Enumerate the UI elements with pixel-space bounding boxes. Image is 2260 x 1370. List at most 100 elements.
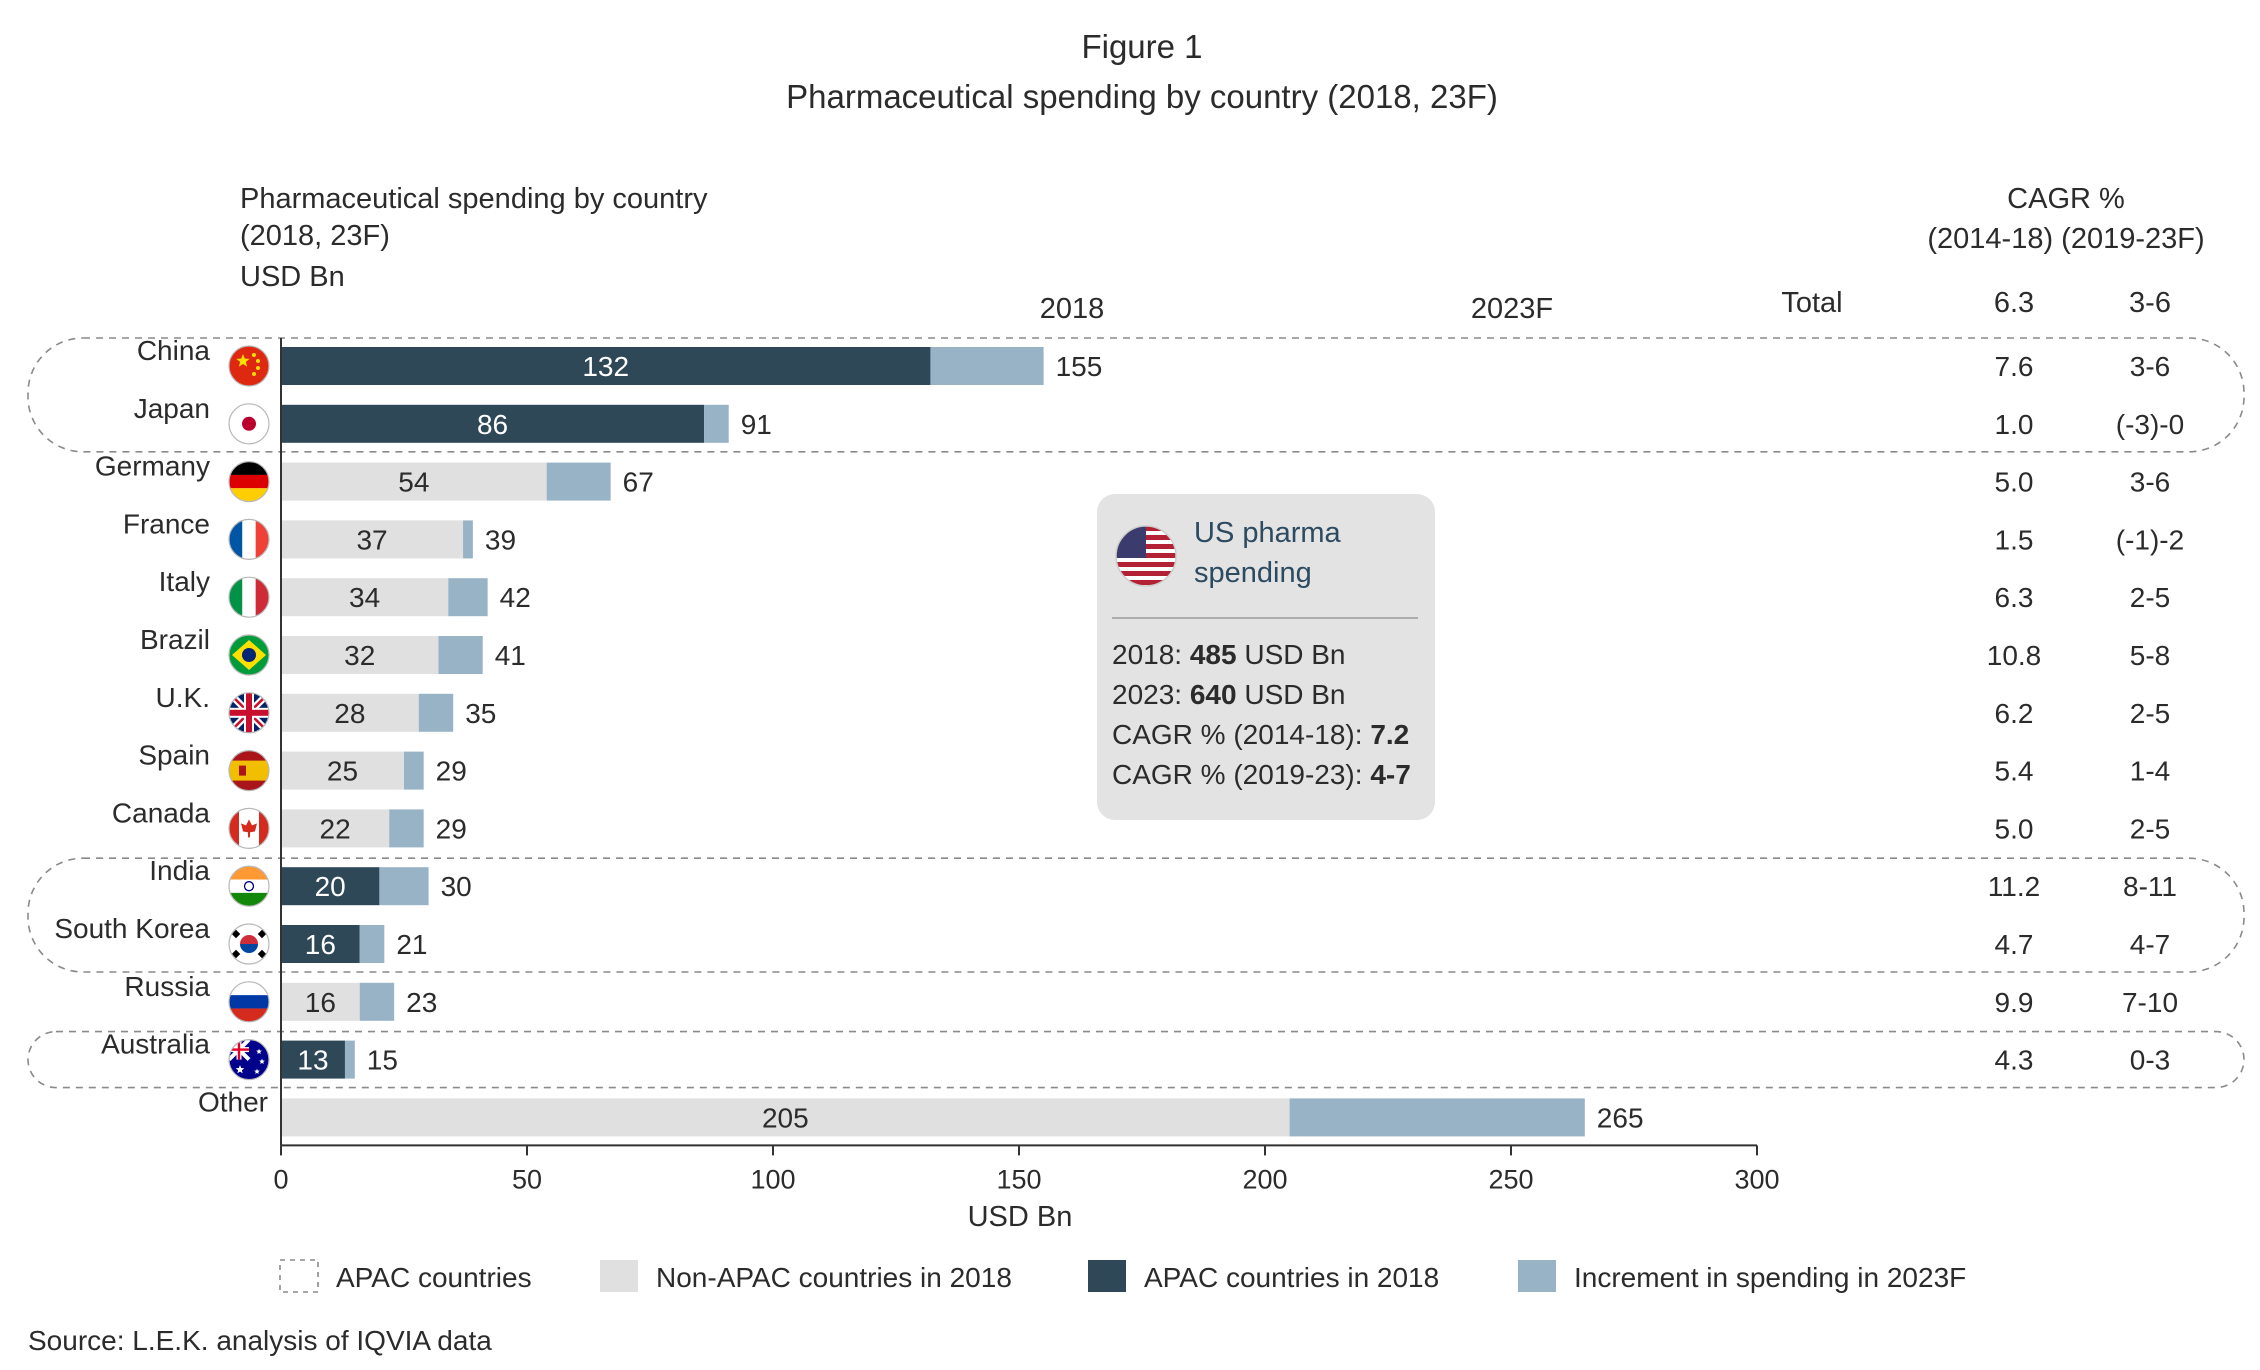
source-note: Source: L.E.K. analysis of IQVIA data <box>28 1325 492 1356</box>
x-axis-label: USD Bn <box>968 1201 1073 1233</box>
chart-subtitle-line-2: (2018, 23F) <box>240 220 390 252</box>
cagr-19-23: 7-10 <box>2122 987 2178 1018</box>
value-label-2023f: 23 <box>406 987 437 1018</box>
chart-subtitle-line-1: Pharmaceutical spending by country <box>240 183 708 215</box>
column-header-2018: 2018 <box>1040 293 1105 325</box>
value-label-2023f: 15 <box>367 1045 398 1076</box>
callout-title-line-1: US pharma <box>1194 517 1342 549</box>
country-label: Other <box>198 1086 268 1117</box>
x-tick-label: 300 <box>1734 1164 1779 1194</box>
bar-increment-2023f <box>404 751 424 790</box>
bar-row-russia: Russia 16 23 9.9 7-10 <box>124 971 2178 1023</box>
bar-2018 <box>281 636 439 674</box>
x-tick-label: 250 <box>1488 1164 1533 1194</box>
country-label: Russia <box>124 971 210 1002</box>
cagr-19-23: 2-5 <box>2130 582 2170 613</box>
x-tick-label: 50 <box>512 1164 542 1194</box>
legend-item-dashed: APAC countries <box>279 1259 532 1293</box>
cagr-14-18: 4.7 <box>1995 929 2034 960</box>
value-label-2023f: 35 <box>465 698 496 729</box>
bar-2018 <box>281 751 404 790</box>
country-label: India <box>149 855 210 886</box>
value-label-2023f: 91 <box>741 409 772 440</box>
cagr-14-18: 5.4 <box>1995 756 2034 787</box>
value-label-2018: 16 <box>305 987 336 1018</box>
bar-2018 <box>281 462 547 501</box>
legend-swatch <box>279 1259 319 1293</box>
value-label-2023f: 29 <box>436 813 467 844</box>
value-label-2023f: 21 <box>396 929 427 960</box>
bar-2018 <box>281 1040 345 1079</box>
france-flag-icon <box>228 518 270 561</box>
value-label-2018: 20 <box>315 871 346 902</box>
legend: APAC countries Non-APAC countries in 2018… <box>279 1259 1966 1293</box>
bar-increment-2023f <box>379 867 429 906</box>
bar-row-japan: Japan 86 91 1.0 (-3)-0 <box>134 393 2184 445</box>
bar-2018 <box>281 520 464 559</box>
germany-flag-icon <box>228 461 270 503</box>
bar-2018 <box>281 982 360 1021</box>
bar-increment-2023f <box>546 462 611 501</box>
cagr-14-18: 6.3 <box>1995 582 2034 613</box>
cagr-19-23: 3-6 <box>2130 467 2170 498</box>
callout-line-suffix: USD Bn <box>1237 679 1346 710</box>
callout-title-line-2: spending <box>1194 557 1312 589</box>
bar-row-south-korea: South Korea 16 21 4.7 4-7 <box>54 913 2170 965</box>
cagr-14-18: 5.0 <box>1995 813 2034 844</box>
country-label: China <box>137 335 211 366</box>
callout-line-3: CAGR % (2014-18): 7.2 <box>1112 719 1409 750</box>
country-label: U.K. <box>156 682 210 713</box>
value-label-2018: 205 <box>762 1102 809 1133</box>
bar-row-china: China 132 155 7.6 3-6 <box>137 335 2170 387</box>
value-label-2018: 86 <box>477 409 508 440</box>
value-label-2023f: 41 <box>495 640 526 671</box>
callout-line-1: 2018: 485 USD Bn <box>1112 639 1346 670</box>
value-label-2018: 54 <box>398 467 429 498</box>
country-label: Australia <box>101 1029 210 1060</box>
bar-row-germany: Germany 54 67 5.0 3-6 <box>95 451 2170 503</box>
apac-group-box-1 <box>27 337 2245 453</box>
callout-background <box>1097 494 1435 820</box>
bar-2018 <box>281 693 419 732</box>
callout-line-value: 640 <box>1190 679 1237 710</box>
bar-2018 <box>281 347 931 385</box>
legend-swatch <box>1518 1260 1556 1292</box>
country-label: South Korea <box>54 913 210 944</box>
bar-increment-2023f <box>389 809 424 848</box>
bar-2018 <box>281 925 360 963</box>
india-flag-icon <box>228 865 270 907</box>
bar-rows: China 132 155 7.6 3-6 Japan 86 91 1.0 (-3)-0 Germa… <box>54 335 2184 1137</box>
cagr-19-23: 5-8 <box>2130 640 2170 671</box>
callout-line-prefix: 2018: <box>1112 639 1190 670</box>
china-flag-icon <box>228 345 270 387</box>
x-tick-label: 150 <box>996 1164 1041 1194</box>
country-label: Canada <box>112 797 211 828</box>
bar-row-other: Other 205 265 <box>198 1086 1644 1137</box>
callout-line-suffix: USD Bn <box>1237 639 1346 670</box>
cagr-14-18: 5.0 <box>1995 467 2034 498</box>
legend-swatch <box>1088 1260 1126 1292</box>
bar-2018 <box>281 867 380 906</box>
cagr-14-18: 6.2 <box>1995 698 2034 729</box>
country-label: Italy <box>159 566 210 597</box>
value-label-2018: 16 <box>305 929 336 960</box>
bar-row-brazil: Brazil 32 41 10.8 5-8 <box>140 624 2170 676</box>
cagr-14-18: 11.2 <box>1988 871 2040 902</box>
value-label-2018: 132 <box>582 351 629 382</box>
value-label-2023f: 30 <box>441 871 472 902</box>
bar-row-italy: Italy 34 42 6.3 2-5 <box>159 566 2170 618</box>
apac-group-box-3 <box>27 1030 2245 1089</box>
bar-2018 <box>281 404 705 443</box>
legend-item-apac: APAC countries in 2018 <box>1088 1260 1439 1293</box>
value-label-2018: 22 <box>320 813 351 844</box>
bar-2018 <box>281 1098 1290 1137</box>
value-label-2023f: 42 <box>500 582 531 613</box>
bar-increment-2023f <box>359 982 395 1021</box>
cagr-total-19-23: 3-6 <box>2129 287 2171 319</box>
cagr-header-title: CAGR % <box>2007 183 2125 215</box>
bar-row-australia: Australia 13 15 4.3 0-3 <box>101 1029 2170 1081</box>
value-label-2023f: 39 <box>485 524 516 555</box>
cagr-19-23: 4-7 <box>2130 929 2170 960</box>
figure-title: Pharmaceutical spending by country (2018… <box>786 78 1498 115</box>
bar-2018 <box>281 809 390 848</box>
